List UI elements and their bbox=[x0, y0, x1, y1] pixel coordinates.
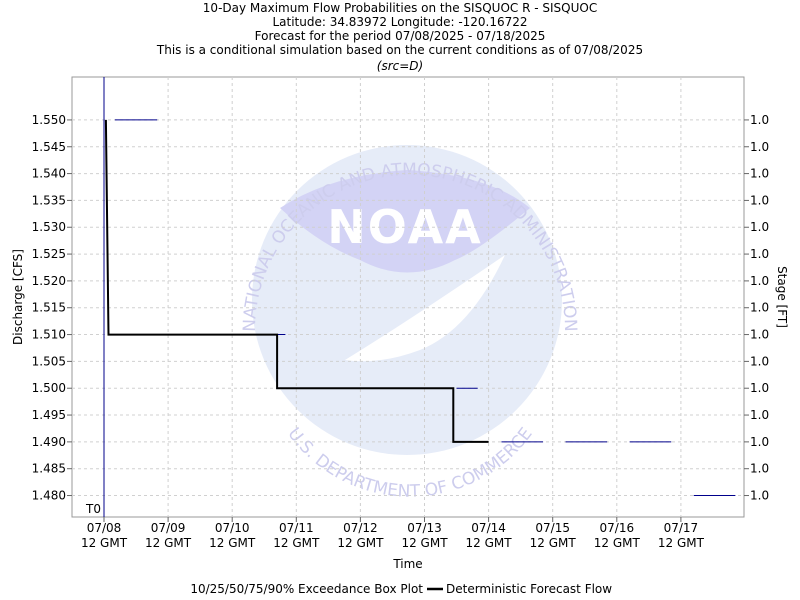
x-tick-date: 07/15 bbox=[535, 521, 570, 535]
chart-subtitle: (src=D) bbox=[377, 59, 423, 73]
exceedance-box-plots bbox=[114, 119, 736, 497]
legend-exceedance-label: 10/25/50/75/90% Exceedance Box Plot bbox=[190, 582, 423, 596]
y-tick-label: 1.530 bbox=[32, 220, 66, 234]
x-axis-label: Time bbox=[392, 557, 422, 571]
y2-tick-label: 1.0 bbox=[750, 462, 769, 476]
y-tick-label: 1.490 bbox=[32, 435, 66, 449]
y-tick-label: 1.540 bbox=[32, 167, 66, 181]
y2-tick-label: 1.0 bbox=[750, 489, 769, 503]
y-tick-label: 1.520 bbox=[32, 274, 66, 288]
y-axis-label: Discharge [CFS] bbox=[11, 249, 25, 345]
x-tick-time: 12 GMT bbox=[466, 536, 513, 550]
x-tick-time: 12 GMT bbox=[401, 536, 448, 550]
y-tick-label: 1.485 bbox=[32, 462, 66, 476]
grid bbox=[72, 77, 744, 517]
y-tick-label: 1.550 bbox=[32, 113, 66, 127]
noaa-bird-upper-icon bbox=[280, 170, 530, 273]
x-tick-time: 12 GMT bbox=[273, 536, 320, 550]
x-tick-date: 07/09 bbox=[151, 521, 186, 535]
x-tick-date: 07/13 bbox=[407, 521, 442, 535]
x-tick-time: 12 GMT bbox=[530, 536, 577, 550]
y-tick-label: 1.515 bbox=[32, 301, 66, 315]
y2-tick-label: 1.0 bbox=[750, 354, 769, 368]
y2-tick-label: 1.0 bbox=[750, 435, 769, 449]
y2-tick-label: 1.0 bbox=[750, 408, 769, 422]
x-tick-date: 07/11 bbox=[279, 521, 314, 535]
x-tick-date: 07/16 bbox=[600, 521, 635, 535]
y2-tick-label: 1.0 bbox=[750, 328, 769, 342]
y-tick-label: 1.510 bbox=[32, 328, 66, 342]
x-tick-time: 12 GMT bbox=[337, 536, 384, 550]
y-tick-label: 1.495 bbox=[32, 408, 66, 422]
x-tick-time: 12 GMT bbox=[81, 536, 128, 550]
y2-axis-label: Stage [FT] bbox=[775, 266, 789, 328]
x-tick-time: 12 GMT bbox=[658, 536, 705, 550]
chart-title-line-4: This is a conditional simulation based o… bbox=[156, 43, 643, 57]
deterministic-flow-line bbox=[104, 119, 489, 443]
t0-label: T0 bbox=[85, 502, 101, 516]
y2-tick-label: 1.0 bbox=[750, 140, 769, 154]
legend-deterministic-label: Deterministic Forecast Flow bbox=[446, 582, 612, 596]
x-tick-date: 07/12 bbox=[343, 521, 378, 535]
y2-tick-label: 1.0 bbox=[750, 193, 769, 207]
y2-tick-label: 1.0 bbox=[750, 167, 769, 181]
noaa-bird-lower-icon bbox=[345, 255, 505, 362]
y-tick-label: 1.480 bbox=[32, 489, 66, 503]
x-tick-time: 12 GMT bbox=[594, 536, 641, 550]
y-tick-label: 1.505 bbox=[32, 354, 66, 368]
y2-tick-label: 1.0 bbox=[750, 220, 769, 234]
y2-tick-label: 1.0 bbox=[750, 381, 769, 395]
x-tick-date: 07/14 bbox=[471, 521, 506, 535]
y2-tick-label: 1.0 bbox=[750, 274, 769, 288]
y2-tick-label: 1.0 bbox=[750, 113, 769, 127]
x-tick-date: 07/10 bbox=[215, 521, 250, 535]
chart-title-line-1: 10-Day Maximum Flow Probabilities on the… bbox=[203, 1, 597, 15]
y2-tick-label: 1.0 bbox=[750, 301, 769, 315]
deterministic-series bbox=[104, 119, 489, 443]
y-axis-right: 1.0 1.0 1.0 1.0 1.0 1.0 1.0 1.0 1.0 1.0 1.0 1.0 1.0 1… bbox=[744, 113, 769, 503]
y-tick-label: 1.535 bbox=[32, 193, 66, 207]
x-tick-date: 07/17 bbox=[664, 521, 699, 535]
y2-tick-label: 1.0 bbox=[750, 247, 769, 261]
y-tick-label: 1.525 bbox=[32, 247, 66, 261]
x-tick-time: 12 GMT bbox=[145, 536, 192, 550]
chart-title-line-3: Forecast for the period 07/08/2025 - 07/… bbox=[255, 29, 546, 43]
x-tick-time: 12 GMT bbox=[209, 536, 256, 550]
chart-title-line-2: Latitude: 34.83972 Longitude: -120.16722 bbox=[272, 15, 527, 29]
y-axis-left: 1.480 1.485 1.490 1.495 1.500 1.505 1.510 1.515… bbox=[32, 113, 72, 503]
y-tick-label: 1.545 bbox=[32, 140, 66, 154]
x-tick-date: 07/08 bbox=[87, 521, 122, 535]
y-tick-label: 1.500 bbox=[32, 381, 66, 395]
